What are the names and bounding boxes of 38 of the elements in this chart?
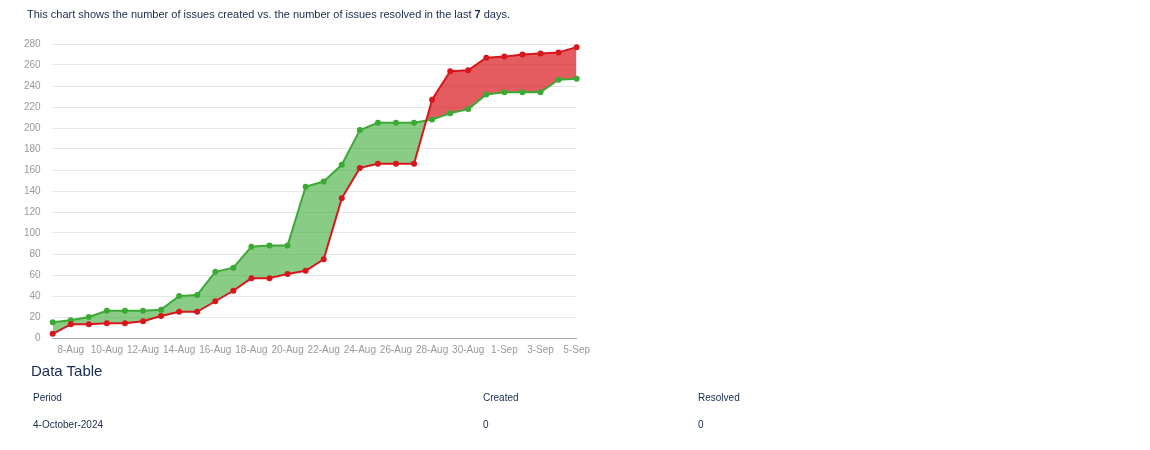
x-tick-label: 5-Sep	[563, 343, 591, 355]
x-tick-label: 10-Aug	[90, 343, 124, 355]
x-tick-label: 3-Sep	[527, 343, 555, 355]
x-tick-label: 18-Aug	[235, 343, 268, 355]
x-tick-label: 24-Aug	[343, 343, 376, 355]
x-tick-label: 28-Aug	[415, 343, 449, 355]
x-tick-label: 30-Aug	[452, 343, 485, 355]
text: Period	[33, 392, 62, 403]
y-tick-label: 120	[24, 205, 42, 217]
text: 4-October-2024	[33, 419, 104, 430]
y-tick-label: 200	[24, 121, 42, 133]
y-tick-label: 60	[29, 268, 42, 280]
x-tick-label: 16-Aug	[199, 343, 232, 355]
text: 0	[698, 419, 704, 430]
chart-title: This chart shows the number of issues created vs. the number of issues resolved in the last 7 days.	[27, 8, 511, 20]
text: 0	[483, 419, 489, 430]
y-tick-label: 40	[29, 289, 42, 301]
x-tick-label: 14-Aug	[163, 343, 196, 355]
y-tick-label: 240	[24, 79, 42, 91]
x-tick-label: 1-Sep	[491, 343, 519, 355]
y-tick-label: 80	[29, 247, 42, 259]
x-tick-label: 22-Aug	[307, 343, 340, 355]
x-tick-label: 20-Aug	[271, 343, 304, 355]
x-tick-label: 26-Aug	[379, 343, 413, 355]
x-tick-label: 12-Aug	[126, 343, 160, 355]
x-tick-label: 8-Aug	[57, 343, 85, 355]
y-tick-label: 160	[24, 163, 42, 175]
text: Data Table	[31, 362, 104, 381]
y-tick-label: 20	[29, 310, 42, 322]
y-tick-label: 0	[35, 331, 42, 343]
text: Created	[483, 392, 519, 403]
y-tick-label: 180	[24, 142, 42, 154]
text: Resolved	[698, 392, 740, 403]
y-tick-label: 140	[24, 184, 42, 196]
y-tick-label: 260	[24, 58, 42, 70]
y-tick-label: 220	[24, 100, 42, 112]
y-tick-label: 100	[24, 226, 42, 238]
y-tick-label: 280	[24, 37, 42, 49]
